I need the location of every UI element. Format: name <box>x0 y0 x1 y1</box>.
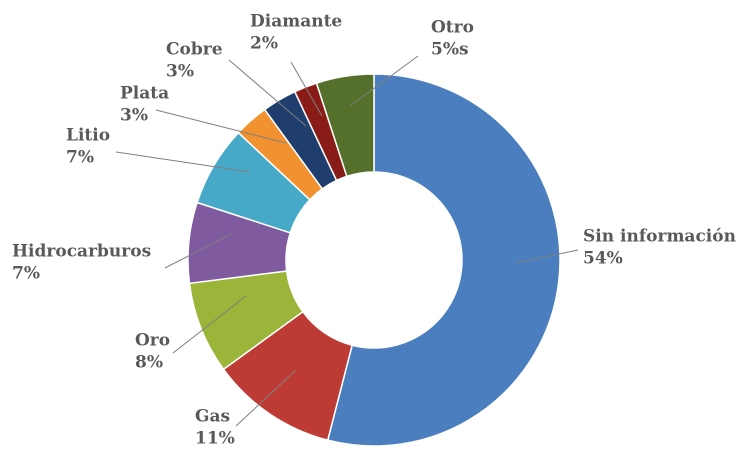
leader-line <box>115 151 251 173</box>
leader-line <box>155 109 287 144</box>
slice-label: Cobre <box>166 40 223 60</box>
slice-value-label: 54% <box>583 249 623 269</box>
slice-value-label: 5%s <box>431 40 469 60</box>
slice-value-label: 3% <box>166 62 194 82</box>
slice-label: Oro <box>135 331 170 351</box>
slice-label: Hidrocarburos <box>12 242 151 262</box>
leader-line <box>349 55 419 107</box>
leader-line <box>290 61 323 117</box>
slice-label: Sin información <box>583 227 736 247</box>
slice-value-label: 7% <box>66 148 94 168</box>
slice-label: Otro <box>431 18 474 38</box>
leader-line <box>514 249 579 264</box>
slice-value-label: 3% <box>120 106 148 126</box>
slice-label: Gas <box>195 407 230 427</box>
slice-label: Litio <box>66 126 110 146</box>
slice-value-label: 2% <box>250 34 278 54</box>
leader-line <box>228 59 307 127</box>
leader-line <box>172 295 247 354</box>
slice-value-label: 7% <box>12 264 40 284</box>
slice-label: Diamante <box>250 12 342 32</box>
slice-value-label: 8% <box>135 353 163 373</box>
slice-value-label: 11% <box>195 429 235 449</box>
leader-line <box>164 232 234 269</box>
slice <box>315 73 375 178</box>
slice <box>326 73 561 447</box>
slice-label: Plata <box>120 84 169 104</box>
leader-line <box>235 369 297 427</box>
